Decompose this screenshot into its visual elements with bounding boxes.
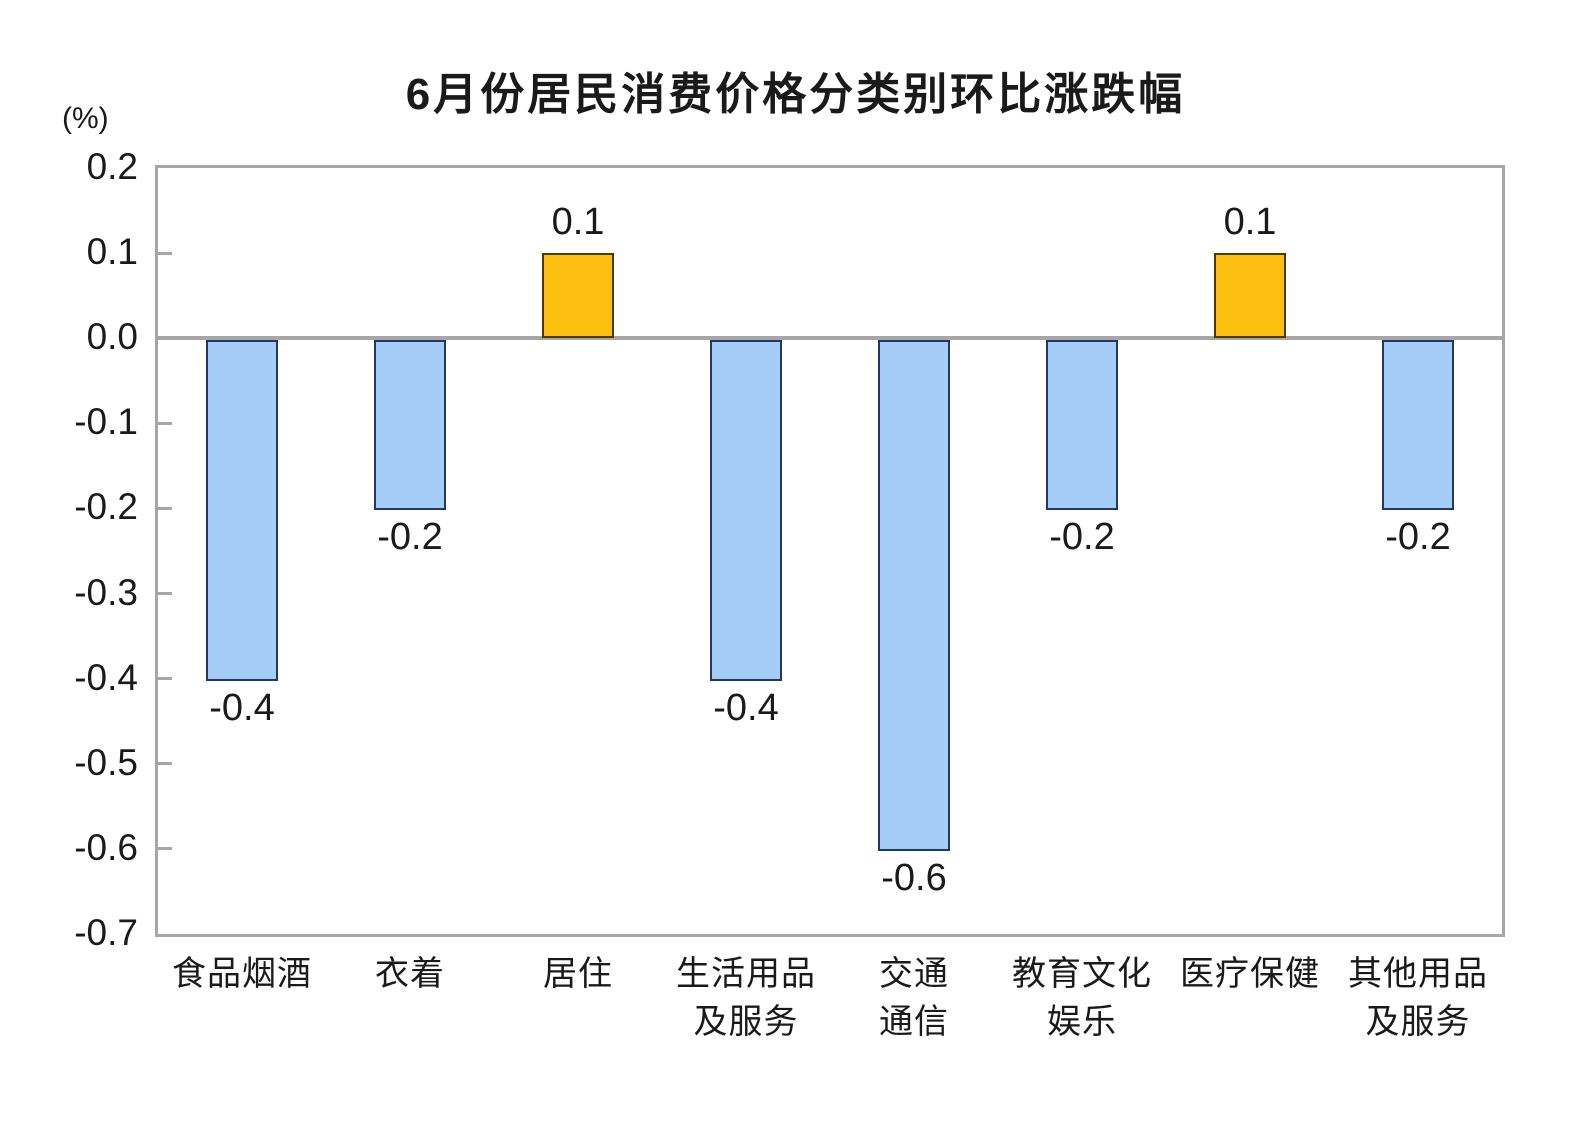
y-axis-tick-mark	[158, 251, 172, 255]
bar	[206, 340, 278, 681]
zero-axis-line	[158, 336, 1502, 341]
bar-value-label: -0.2	[1049, 516, 1115, 559]
x-axis-category-label: 生活用品 及服务	[676, 955, 816, 1041]
y-axis-tick-label: -0.7	[74, 912, 138, 954]
y-axis-tick-mark	[158, 421, 172, 425]
bar-value-label: -0.2	[1385, 516, 1451, 559]
bar	[878, 340, 950, 851]
bar	[1046, 340, 1118, 511]
x-axis-category-label: 教育文化 娱乐	[1012, 955, 1152, 1041]
y-axis-tick-label: 0.0	[86, 316, 138, 358]
bar-value-label: -0.6	[881, 856, 947, 899]
y-axis-tick-mark	[158, 677, 172, 681]
x-axis-category-label: 食品烟酒	[172, 955, 312, 993]
bar-value-label: -0.4	[713, 686, 779, 729]
chart-title: 6月份居民消费价格分类别环比涨跌幅	[405, 70, 1186, 119]
y-axis-tick-label: -0.6	[74, 827, 138, 869]
bar-value-label: 0.1	[1223, 201, 1277, 244]
bar	[1214, 253, 1286, 339]
bar	[374, 340, 446, 511]
y-axis-unit-label: (%)	[62, 102, 109, 135]
x-axis-category-label: 居住	[543, 955, 613, 993]
bar-value-label: 0.1	[551, 201, 605, 244]
bar	[542, 253, 614, 339]
y-axis-tick-label: -0.5	[74, 741, 138, 783]
bar-value-label: -0.4	[209, 686, 275, 729]
y-axis-tick-label: -0.4	[74, 656, 138, 698]
x-axis-category-label: 交通 通信	[879, 955, 949, 1041]
x-axis-category-label: 其他用品 及服务	[1348, 955, 1488, 1041]
bar	[1382, 340, 1454, 511]
y-axis-tick-mark	[158, 506, 172, 510]
x-axis-category-label: 医疗保健	[1180, 955, 1320, 993]
y-axis-tick-label: -0.1	[74, 401, 138, 443]
plot-area	[155, 165, 1505, 937]
x-axis-category-label: 衣着	[375, 955, 445, 993]
bar	[710, 340, 782, 681]
y-axis-tick-mark	[158, 762, 172, 766]
y-axis-tick-mark	[158, 592, 172, 596]
y-axis-tick-label: -0.2	[74, 486, 138, 528]
y-axis-tick-mark	[158, 847, 172, 851]
y-axis-tick-label: 0.2	[86, 146, 138, 188]
y-axis-tick-label: -0.3	[74, 571, 138, 613]
bar-value-label: -0.2	[377, 516, 443, 559]
y-axis-tick-label: 0.1	[86, 231, 138, 273]
